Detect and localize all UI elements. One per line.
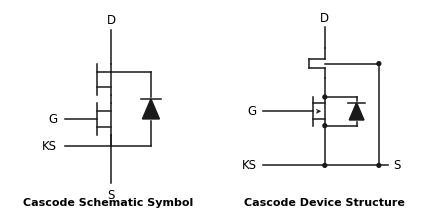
Circle shape (323, 95, 327, 99)
Text: D: D (320, 12, 329, 25)
Circle shape (323, 163, 327, 167)
Text: S: S (393, 159, 400, 172)
Text: G: G (247, 105, 257, 118)
Circle shape (377, 62, 381, 66)
Text: G: G (48, 113, 57, 126)
Text: S: S (108, 189, 115, 202)
Circle shape (323, 124, 327, 128)
Polygon shape (143, 99, 159, 119)
Polygon shape (349, 103, 364, 120)
Text: D: D (107, 14, 116, 27)
Text: KS: KS (241, 159, 257, 172)
Circle shape (377, 163, 381, 167)
Text: Cascode Schematic Symbol: Cascode Schematic Symbol (23, 198, 193, 208)
Text: KS: KS (42, 140, 57, 153)
Text: Cascode Device Structure: Cascode Device Structure (244, 198, 404, 208)
